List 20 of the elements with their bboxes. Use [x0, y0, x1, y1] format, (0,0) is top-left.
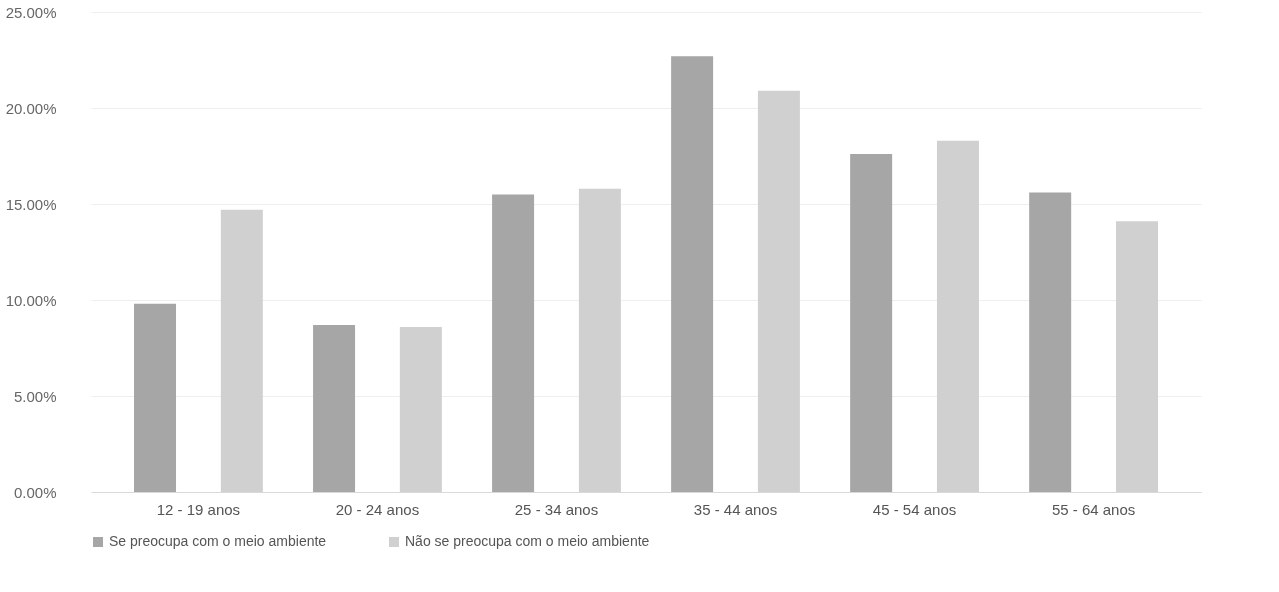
y-tick-label: 20.00%	[5, 99, 57, 117]
x-tick-label: 12 - 19 anos	[156, 500, 241, 518]
x-tick-label: 20 - 24 anos	[335, 500, 420, 518]
y-tick-label: 10.00%	[5, 291, 57, 309]
y-tick-label: 25.00%	[5, 3, 57, 21]
x-tick-label: 55 - 64 anos	[1051, 500, 1136, 518]
x-tick-label: 35 - 44 anos	[693, 500, 778, 518]
bar	[671, 56, 714, 492]
y-tick-label: 15.00%	[5, 195, 57, 213]
bar	[492, 194, 535, 492]
x-tick-label: 25 - 34 anos	[514, 500, 599, 518]
bar	[850, 154, 893, 492]
legend-label: Não se preocupa com o meio ambiente	[405, 533, 650, 549]
y-tick-label: 0.00%	[13, 483, 57, 501]
legend-label: Se preocupa com o meio ambiente	[109, 533, 327, 549]
y-tick-label: 5.00%	[13, 387, 57, 405]
x-tick-label: 45 - 54 anos	[872, 500, 957, 518]
bar	[134, 303, 177, 492]
bar	[313, 324, 356, 492]
bar	[1029, 192, 1072, 492]
